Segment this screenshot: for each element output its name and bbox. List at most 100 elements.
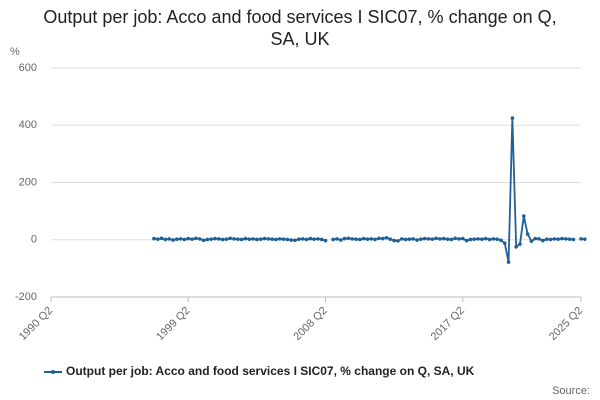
point: [426, 237, 431, 241]
point: [178, 237, 183, 241]
point: [155, 237, 160, 241]
point: [583, 237, 587, 241]
point: [472, 237, 477, 241]
point: [262, 236, 267, 241]
legend-text: Output per job: Acco and food services I…: [66, 364, 475, 378]
point: [308, 236, 313, 241]
point: [312, 237, 316, 241]
point: [270, 237, 274, 241]
point: [171, 238, 175, 242]
point: [152, 236, 156, 241]
point: [338, 238, 343, 242]
point: [502, 241, 507, 245]
point: [380, 236, 385, 241]
point: [190, 237, 194, 241]
point: [544, 237, 549, 241]
point: [197, 237, 202, 241]
point: [407, 237, 412, 241]
point: [434, 236, 438, 241]
point: [350, 237, 355, 241]
point: [266, 237, 271, 241]
point: [236, 237, 240, 241]
point: [247, 237, 252, 241]
point: [483, 236, 488, 241]
point: [251, 237, 255, 241]
point: [361, 236, 366, 241]
point: [453, 236, 457, 241]
point: [213, 236, 217, 241]
point: [384, 235, 389, 240]
point: [499, 238, 503, 243]
point: [457, 237, 461, 241]
point: [285, 237, 290, 242]
point: [365, 237, 370, 241]
point: [476, 237, 480, 241]
point: [388, 237, 393, 241]
y-axis-label: %: [10, 46, 20, 58]
point: [579, 237, 583, 241]
point: [556, 237, 560, 241]
point: [445, 237, 450, 241]
point: [228, 236, 233, 241]
point: [377, 236, 381, 241]
point: [411, 237, 416, 241]
point: [560, 236, 564, 241]
point: [216, 237, 221, 241]
point: [194, 236, 198, 241]
point: [571, 237, 576, 242]
point: [224, 237, 229, 241]
point: [258, 237, 263, 241]
point: [243, 236, 248, 241]
y-tick-label: 600: [19, 62, 37, 74]
x-tick-label: 1999 Q2: [154, 305, 192, 343]
point: [487, 237, 492, 242]
point: [449, 237, 454, 242]
point: [522, 214, 526, 218]
point: [415, 238, 419, 242]
point: [331, 237, 335, 242]
point: [438, 237, 442, 241]
point: [491, 237, 496, 241]
point: [396, 239, 400, 243]
point: [533, 236, 538, 241]
point: [510, 116, 515, 120]
legend-marker: [51, 370, 55, 374]
y-tick-label: -200: [15, 291, 37, 303]
point: [358, 237, 362, 242]
point: [529, 239, 534, 243]
point: [506, 260, 511, 264]
x-tick-label: 2017 Q2: [429, 305, 467, 343]
point: [159, 236, 164, 241]
point: [346, 236, 351, 241]
point: [201, 238, 206, 243]
point: [495, 237, 499, 241]
point: [392, 238, 396, 243]
point: [468, 237, 473, 242]
point: [422, 236, 427, 241]
point: [232, 237, 236, 241]
point: [567, 237, 572, 241]
point: [514, 245, 518, 249]
point: [316, 237, 320, 241]
point: [274, 237, 278, 242]
point: [182, 237, 187, 242]
point: [342, 236, 347, 241]
point: [541, 238, 545, 243]
point: [369, 237, 374, 241]
point: [289, 238, 294, 242]
point: [537, 237, 541, 241]
point: [167, 237, 172, 241]
point: [220, 237, 225, 242]
point: [293, 238, 297, 243]
point: [300, 237, 305, 241]
series-line: [333, 118, 574, 263]
point: [319, 237, 324, 242]
point: [323, 238, 328, 243]
point: [480, 237, 484, 241]
point: [464, 238, 469, 243]
point: [175, 237, 179, 241]
point: [548, 237, 553, 242]
point: [518, 242, 522, 246]
